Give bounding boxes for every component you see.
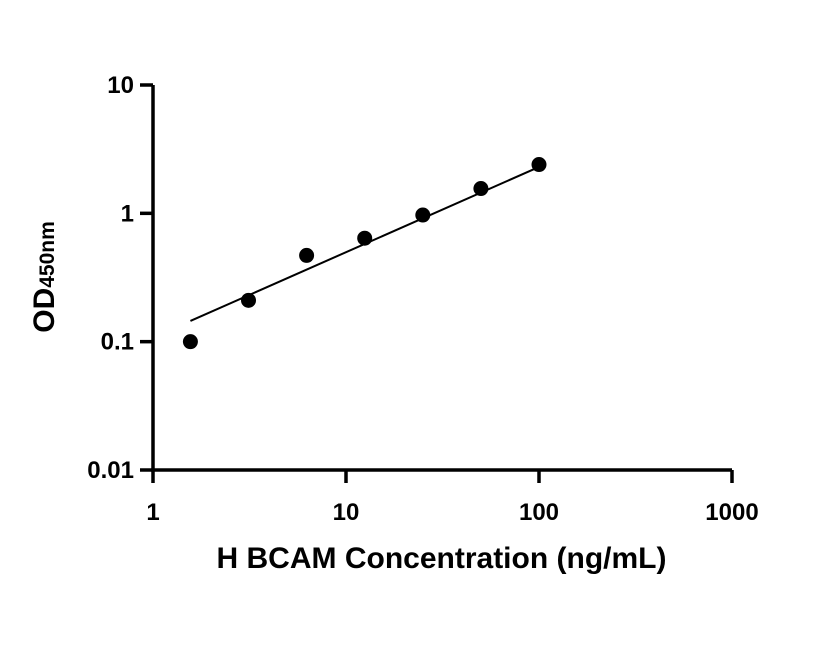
y-axis-title-main: OD [28,288,61,333]
data-point [473,181,489,197]
y-tick-label: 0.1 [101,329,134,356]
data-point [299,247,315,263]
y-tick-label: 0.01 [87,457,134,484]
x-axis-title: H BCAM Concentration (ng/mL) [217,542,667,575]
y-ticks: 0.01 0.1 1 10 [87,72,153,484]
data-point [357,230,373,246]
x-tick-label: 1 [146,499,159,526]
x-tick-label: 10 [333,499,360,526]
axes [151,85,732,472]
y-tick-label: 10 [107,72,134,99]
data-point [182,334,198,350]
x-tick-label: 1000 [705,499,758,526]
data-point [415,207,431,223]
y-tick-label: 1 [121,200,134,227]
x-tick-label: 100 [519,499,559,526]
y-axis-title: OD450nm [28,221,61,333]
x-ticks: 1 10 100 1000 [146,470,759,526]
data-point [241,292,257,308]
data-points [182,157,547,350]
data-point [531,157,547,173]
y-axis-title-subscript: 450nm [36,221,59,288]
